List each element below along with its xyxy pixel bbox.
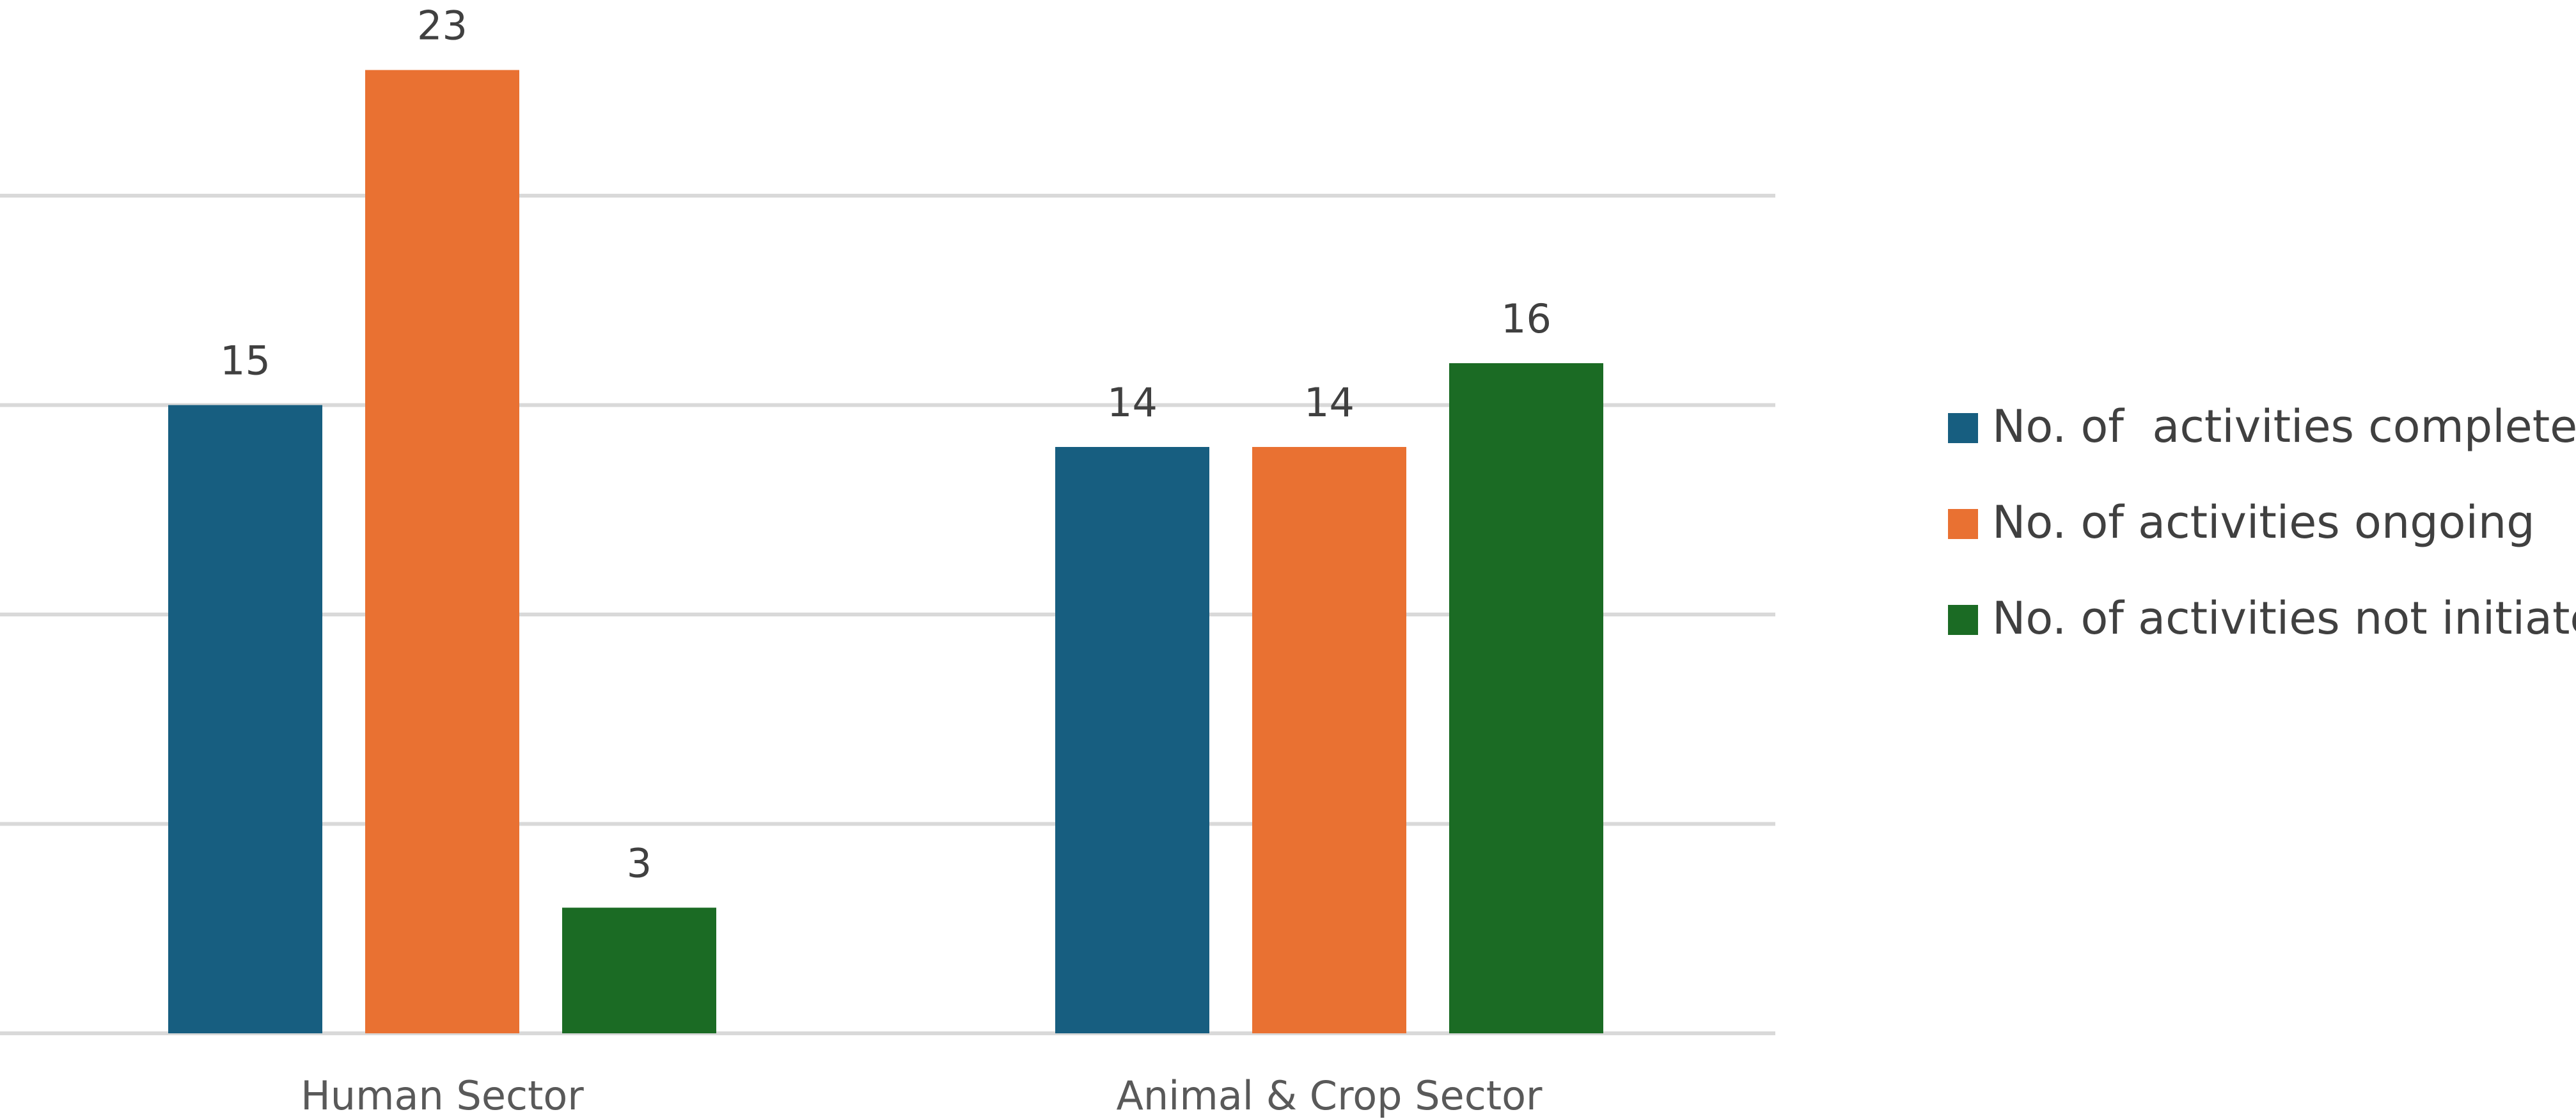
legend-label: No. of activities not initiated <box>1992 592 2576 645</box>
legend-item: No. of activities not initiated <box>1948 592 2576 645</box>
data-labels: 15 23 3 14 14 16 <box>220 3 1551 887</box>
bar <box>1252 447 1406 1033</box>
data-label: 15 <box>220 338 271 384</box>
category-label: Human Sector <box>301 1072 584 1119</box>
bar <box>365 70 519 1033</box>
bars <box>168 70 1603 1033</box>
legend-swatch <box>1948 605 1978 635</box>
legend-item: No. of activities ongoing <box>1948 496 2535 549</box>
legend-swatch <box>1948 509 1978 539</box>
data-label: 14 <box>1107 379 1158 426</box>
legend: No. of activities completed No. of activi… <box>1948 400 2576 645</box>
bar <box>1055 447 1209 1033</box>
bar <box>1449 363 1603 1033</box>
legend-item: No. of activities completed <box>1948 400 2576 453</box>
data-label: 16 <box>1501 295 1551 342</box>
legend-label: No. of activities completed <box>1992 400 2576 453</box>
category-labels: Human Sector Animal & Crop Sector <box>301 1072 1543 1119</box>
data-label: 3 <box>627 840 652 887</box>
data-label: 23 <box>417 3 467 49</box>
legend-swatch <box>1948 413 1978 443</box>
data-label: 14 <box>1304 379 1355 426</box>
legend-label: No. of activities ongoing <box>1992 496 2535 549</box>
category-label: Animal & Crop Sector <box>1116 1072 1543 1119</box>
bar <box>562 907 716 1033</box>
bar <box>168 405 322 1033</box>
